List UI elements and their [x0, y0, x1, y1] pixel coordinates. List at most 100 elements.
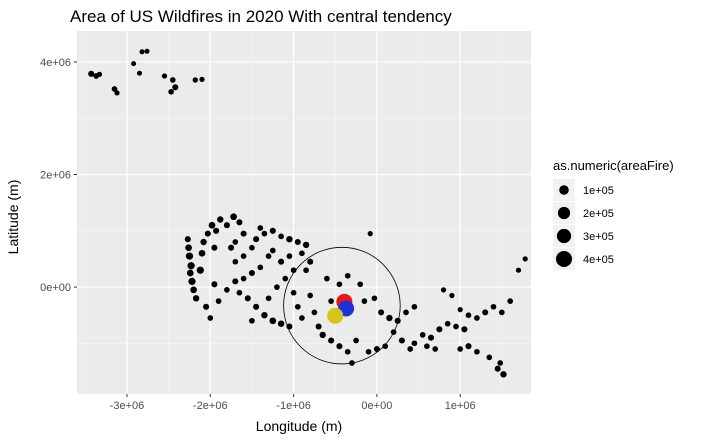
- fire-point: [407, 346, 414, 352]
- fire-point: [522, 256, 528, 262]
- fire-point: [290, 267, 297, 274]
- fire-point: [299, 250, 305, 257]
- fire-point: [494, 365, 501, 372]
- x-tick-label: -1e+06: [276, 400, 311, 412]
- fire-point: [224, 287, 230, 293]
- fire-point: [277, 320, 285, 327]
- fire-point: [457, 306, 463, 313]
- legend-key: [557, 206, 571, 220]
- fire-point: [190, 286, 197, 294]
- fire-point: [215, 298, 222, 304]
- fire-point: [185, 252, 194, 260]
- fire-point: [265, 295, 272, 302]
- fire-point: [204, 230, 211, 237]
- fire-point: [172, 84, 179, 91]
- fire-point: [187, 262, 195, 270]
- fire-point: [449, 292, 455, 299]
- x-tick-label: -3e+06: [110, 400, 145, 412]
- fire-point: [185, 244, 192, 252]
- x-tick-label: 1e+06: [445, 400, 476, 412]
- legend-label: 3e+05: [583, 231, 614, 243]
- fire-point: [498, 309, 505, 316]
- fire-point: [269, 317, 277, 325]
- fire-point: [188, 277, 196, 286]
- fire-point: [378, 309, 385, 316]
- x-tick-label: -2e+06: [193, 400, 228, 412]
- fire-point: [515, 267, 522, 273]
- fire-point: [208, 221, 216, 229]
- fire-point: [411, 340, 418, 347]
- fire-point: [265, 253, 272, 259]
- y-axis-ticks: 0e+00 2e+06 4e+06: [40, 57, 77, 294]
- fire-point: [236, 219, 243, 226]
- fire-point: [96, 71, 103, 77]
- fire-point: [161, 73, 168, 79]
- legend-title: as.numeric(areaFire): [553, 158, 674, 173]
- fire-point: [249, 317, 255, 324]
- fire-point: [324, 275, 330, 282]
- fire-point: [319, 331, 326, 339]
- fire-point: [365, 348, 372, 355]
- fire-point: [286, 253, 293, 259]
- fire-point: [294, 303, 301, 310]
- central-tendency-circle: [283, 246, 401, 365]
- fire-point: [286, 236, 293, 243]
- fire-point: [230, 213, 237, 221]
- plot-panel: [77, 31, 531, 394]
- fire-point: [192, 77, 199, 83]
- fire-point: [213, 227, 220, 234]
- fire-point: [302, 241, 310, 249]
- fire-point: [257, 225, 264, 231]
- legend-key: [559, 185, 569, 195]
- fire-point: [344, 272, 351, 279]
- fire-point: [269, 247, 276, 254]
- fire-point: [278, 258, 285, 265]
- fire-point: [461, 326, 468, 333]
- fire-point: [240, 275, 247, 282]
- chart-title: Area of US Wildfires in 2020 With centra…: [70, 7, 452, 26]
- fire-point: [232, 278, 239, 285]
- fire-point: [315, 323, 322, 330]
- fire-point: [236, 289, 243, 296]
- legend-label: 4e+05: [583, 254, 614, 266]
- fire-point: [139, 49, 145, 55]
- fire-point: [361, 298, 368, 304]
- fire-point: [373, 345, 380, 353]
- fire-point: [424, 343, 430, 350]
- fire-point: [353, 337, 359, 344]
- fire-point: [282, 275, 289, 282]
- fire-point: [357, 281, 364, 288]
- fire-point: [497, 360, 504, 366]
- fire-point: [500, 371, 507, 378]
- fire-point: [371, 295, 378, 302]
- fire-point: [453, 323, 459, 330]
- fire-point: [192, 295, 200, 302]
- x-axis-ticks: -3e+06 -2e+06 -1e+06 0e+00 1e+06: [110, 394, 476, 412]
- fire-point: [367, 230, 373, 237]
- fire-point: [211, 281, 218, 288]
- fire-point: [257, 264, 264, 271]
- fire-point: [111, 86, 118, 92]
- x-tick-label: 0e+00: [361, 400, 392, 412]
- fire-point: [168, 88, 174, 95]
- fire-point: [303, 267, 309, 274]
- y-tick-label: 0e+00: [40, 282, 71, 294]
- fire-point: [440, 287, 447, 293]
- fire-point: [136, 70, 143, 76]
- legend-key: [556, 251, 572, 267]
- fire-point: [88, 70, 95, 77]
- fire-point: [474, 315, 480, 321]
- fire-point: [328, 298, 334, 304]
- fire-point: [211, 244, 218, 251]
- fire-point: [269, 227, 276, 234]
- fire-point: [419, 332, 426, 338]
- legend: as.numeric(areaFire) 1e+05 2e+05 3e+05 4e+0…: [553, 158, 674, 270]
- fire-point: [169, 77, 176, 83]
- fire-point: [432, 346, 439, 352]
- fire-point: [336, 343, 343, 350]
- fire-point: [248, 269, 255, 277]
- fire-point: [390, 329, 397, 335]
- fire-point: [203, 303, 210, 310]
- fire-point: [411, 303, 418, 310]
- fire-point: [198, 249, 206, 257]
